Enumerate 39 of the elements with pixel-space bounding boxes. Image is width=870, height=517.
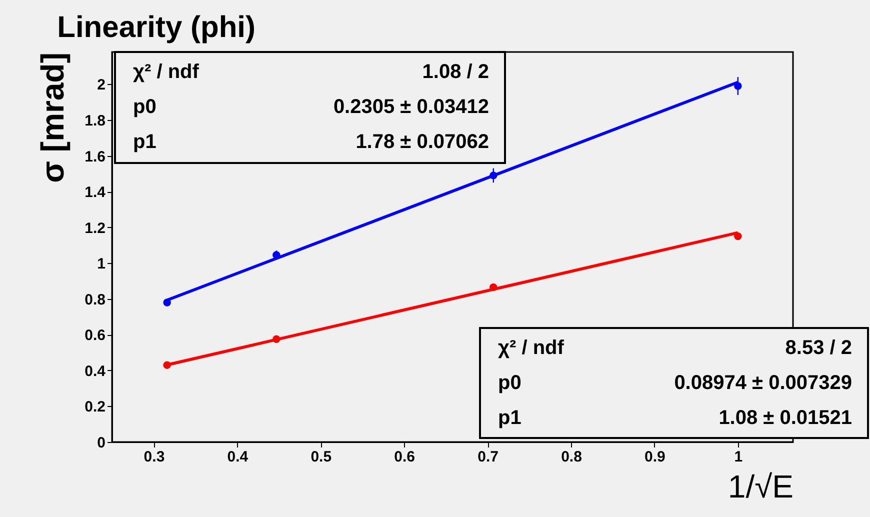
annotation: 8.53 / 2 [785, 337, 852, 359]
annotation: 0.2305 ± 0.03412 [333, 96, 489, 118]
chart-title: Linearity (phi) [57, 11, 256, 44]
y-tick-label: 1.2 [84, 220, 106, 237]
point [163, 361, 171, 369]
y-tick-label: 0.2 [84, 398, 106, 416]
x-tick-label: 0.4 [227, 448, 249, 466]
annotation: p0 [133, 96, 156, 118]
y-tick-label: 1.6 [84, 148, 106, 166]
annotation: 0.08974 ± 0.007329 [674, 372, 852, 394]
point [163, 298, 171, 306]
y-tick-label: 1 [97, 256, 106, 273]
y-tick-label: 1.4 [84, 184, 106, 202]
annotation: 1.08 / 2 [422, 61, 489, 83]
annotation: 1.08 ± 0.01521 [718, 407, 852, 429]
x-tick-label: 0.6 [394, 448, 416, 466]
point [734, 232, 742, 240]
y-tick-label: 0.8 [84, 291, 106, 308]
y-tick-label: 2 [97, 76, 106, 94]
y-axis-title: σ [mrad] [34, 52, 71, 183]
x-tick-label: 0.8 [561, 448, 582, 466]
x-tick-label: 0.3 [144, 448, 165, 466]
y-tick-label: 0.6 [84, 327, 106, 344]
annotation: χ² / ndf [498, 337, 564, 359]
annotation: p1 [498, 407, 522, 429]
annotation: 1.78 ± 0.07062 [356, 131, 489, 153]
point [272, 335, 280, 343]
x-tick-label: 1 [734, 448, 743, 466]
y-tick-label: 0 [97, 434, 106, 452]
annotation: p0 [498, 372, 522, 394]
y-tick-label: 0.4 [84, 362, 106, 380]
annotation: p1 [133, 131, 156, 153]
x-tick-label: 0.9 [644, 448, 666, 466]
x-tick-label: 0.5 [310, 448, 332, 466]
point [490, 283, 498, 292]
x-axis-title: 1/√E [728, 468, 794, 504]
x-tick-label: 0.7 [478, 448, 498, 466]
y-tick-label: 1.8 [84, 112, 106, 130]
annotation: χ² / ndf [133, 61, 200, 83]
